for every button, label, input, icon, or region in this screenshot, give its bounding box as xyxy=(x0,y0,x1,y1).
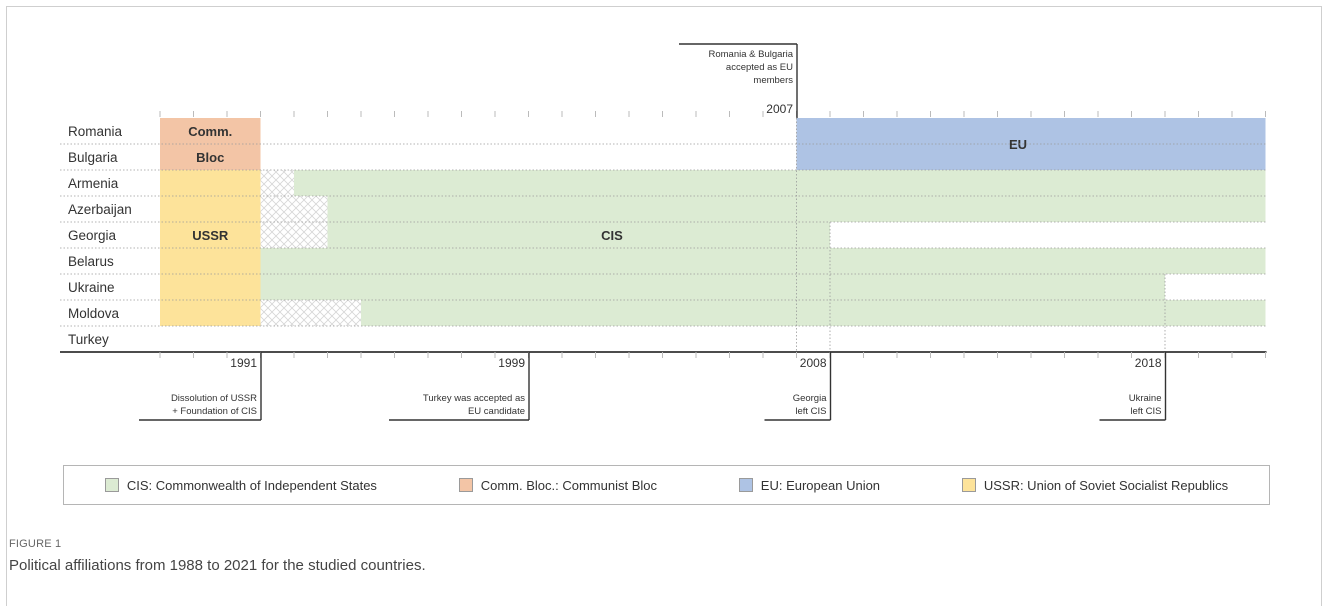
event-text: left CIS xyxy=(795,406,826,417)
event-text: EU candidate xyxy=(468,406,525,417)
bar-label: Bloc xyxy=(196,150,224,165)
event-text: members xyxy=(753,75,793,86)
transition-hatch xyxy=(260,222,328,248)
bar-commbloc xyxy=(160,144,261,170)
legend-label-ussr: USSR: Union of Soviet Socialist Republic… xyxy=(983,477,1229,493)
event-text: Dissolution of USSR xyxy=(171,393,257,404)
country-label: Belarus xyxy=(68,254,114,269)
transition-hatch xyxy=(260,300,361,326)
bar-cis xyxy=(260,274,1165,300)
legend-label-comm-bloc: Comm. Bloc.: Communist Bloc xyxy=(480,477,657,493)
figure-caption: Political affiliations from 1988 to 2021… xyxy=(9,557,426,574)
bar-label: USSR xyxy=(192,228,229,243)
transition-hatch xyxy=(260,170,294,196)
event-year: 2007 xyxy=(766,102,793,116)
legend-swatch-ussr xyxy=(961,478,976,492)
event-text: Romania & Bulgaria xyxy=(709,49,794,60)
legend-item-eu: EU: European Union xyxy=(738,477,881,493)
legend-swatch-eu xyxy=(738,478,753,492)
country-label: Bulgaria xyxy=(68,150,118,165)
bar-label: CIS xyxy=(601,228,623,243)
country-label: Georgia xyxy=(68,228,117,243)
legend-swatch-comm-bloc xyxy=(458,478,473,492)
event-text: Georgia xyxy=(793,393,828,404)
legend: CIS: Commonwealth of Independent States … xyxy=(63,465,1270,505)
bar-label: EU xyxy=(1009,137,1027,152)
event-year: 1999 xyxy=(498,356,525,370)
legend-item-ussr: USSR: Union of Soviet Socialist Republic… xyxy=(961,477,1229,493)
country-label: Azerbaijan xyxy=(68,202,132,217)
country-label: Armenia xyxy=(68,176,119,191)
legend-label-eu: EU: European Union xyxy=(760,477,881,493)
event-text: accepted as EU xyxy=(726,62,793,73)
bar-cis xyxy=(361,300,1266,326)
legend-item-cis: CIS: Commonwealth of Independent States xyxy=(104,477,377,493)
legend-swatch-cis xyxy=(104,478,119,492)
country-label: Moldova xyxy=(68,306,120,321)
bar-cis xyxy=(327,222,830,248)
transition-hatch xyxy=(260,196,328,222)
figure-label: FIGURE 1 xyxy=(9,538,62,550)
event-year: 1991 xyxy=(230,356,257,370)
country-label: Turkey xyxy=(68,332,109,347)
bar-label: Comm. xyxy=(188,124,232,139)
bar-ussr xyxy=(160,170,261,326)
event-text: left CIS xyxy=(1130,406,1161,417)
country-label: Ukraine xyxy=(68,280,115,295)
legend-item-comm-bloc: Comm. Bloc.: Communist Bloc xyxy=(458,477,657,493)
event-text: Ukraine xyxy=(1129,393,1162,404)
event-year: 2008 xyxy=(800,356,827,370)
event-year: 2018 xyxy=(1135,356,1162,370)
bar-cis xyxy=(294,170,1266,196)
figure-frame xyxy=(6,6,1322,606)
legend-label-cis: CIS: Commonwealth of Independent States xyxy=(126,477,377,493)
bar-cis xyxy=(260,248,1266,274)
bar-commbloc xyxy=(160,118,261,144)
country-label: Romania xyxy=(68,124,123,139)
event-text: Turkey was accepted as xyxy=(423,393,525,404)
event-text: + Foundation of CIS xyxy=(172,406,257,417)
timeline-diagram: Comm. Bloc USSR EU CIS Romania Bulgaria Armeni… xyxy=(60,43,1267,421)
